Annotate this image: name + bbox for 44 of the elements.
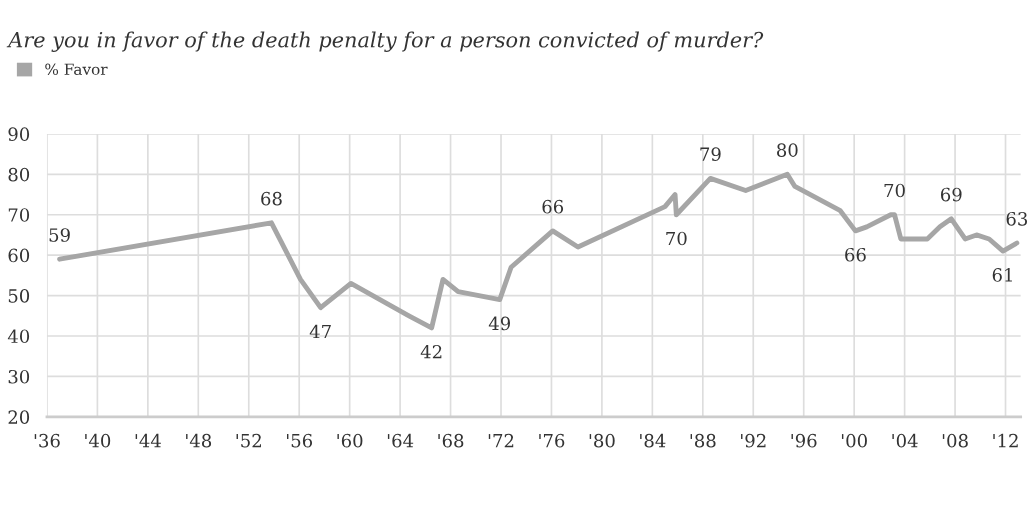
- x-tick-label: '84: [640, 433, 666, 448]
- annotation: 70: [884, 183, 905, 198]
- x-tick-label: '72: [488, 433, 514, 448]
- x-tick-label: '08: [942, 433, 968, 448]
- chart-title: Are you in favor of the death penalty for a person convicted of murder?: [6, 31, 764, 52]
- annotation: 68: [261, 191, 282, 206]
- x-tick-label: '96: [791, 433, 817, 448]
- x-tick-label: '12: [993, 433, 1018, 448]
- annotation: 80: [777, 143, 798, 157]
- x-tick-label: '80: [589, 433, 615, 448]
- annotation: 47: [309, 324, 331, 339]
- x-tick-label: '68: [438, 433, 464, 448]
- y-tick-label: 60: [8, 248, 30, 263]
- annotation: 79: [700, 147, 721, 161]
- x-tick-label: '76: [539, 433, 565, 448]
- legend-label: % Favor: [45, 63, 108, 76]
- annotation: 69: [941, 187, 962, 202]
- x-tick-label: '00: [841, 433, 867, 448]
- annotation: 66: [845, 247, 866, 262]
- y-tick-label: 70: [8, 208, 30, 222]
- y-tick-label: 30: [8, 369, 30, 384]
- x-tick-label: '56: [287, 433, 313, 448]
- x-tick-label: '60: [337, 433, 363, 448]
- annotation: 49: [488, 316, 511, 331]
- x-tick-label: '88: [690, 433, 716, 448]
- annotation: 61: [992, 268, 1012, 282]
- annotation: 42: [420, 344, 442, 359]
- annotation: 70: [666, 231, 687, 246]
- y-tick-label: 40: [7, 329, 30, 344]
- y-tick-label: 80: [8, 167, 30, 182]
- x-tick-label: '44: [135, 433, 161, 448]
- y-tick-label: 90: [8, 127, 30, 141]
- annotation: 66: [542, 199, 564, 214]
- x-tick-label: '36: [34, 433, 60, 448]
- y-tick-label: 50: [8, 289, 30, 303]
- x-tick-label: '40: [85, 433, 111, 448]
- y-tick-label: 20: [8, 410, 30, 424]
- x-tick-label: '52: [236, 433, 261, 448]
- x-tick-label: '92: [741, 433, 766, 448]
- x-tick-label: '64: [387, 433, 414, 448]
- x-tick-label: '04: [892, 433, 918, 448]
- annotation: 63: [1006, 211, 1028, 226]
- annotation: 59: [49, 228, 70, 242]
- x-tick-label: '48: [186, 433, 212, 448]
